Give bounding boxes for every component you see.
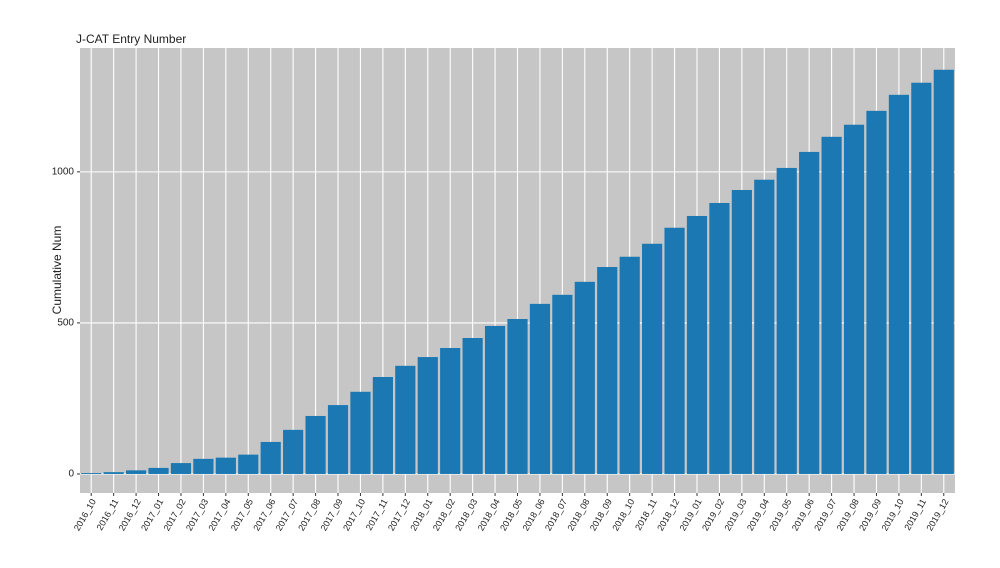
- bar: [754, 179, 775, 474]
- bar: [170, 463, 192, 474]
- y-tick-label: 500: [57, 318, 74, 329]
- bar: [238, 454, 259, 474]
- bar: [417, 357, 438, 474]
- bar: [462, 338, 483, 474]
- bar: [215, 457, 236, 474]
- y-tick-label: 0: [68, 469, 74, 480]
- bar: [888, 94, 910, 474]
- bar: [574, 281, 595, 474]
- bar: [642, 243, 663, 474]
- bar: [125, 470, 147, 474]
- bar: [911, 82, 932, 474]
- bar: [821, 136, 842, 474]
- bar: [664, 227, 685, 474]
- bar: [283, 429, 304, 474]
- bar: [440, 347, 461, 474]
- bar: [395, 365, 416, 474]
- bar: [843, 124, 865, 474]
- bar: [529, 303, 551, 474]
- bar: [776, 167, 797, 474]
- bar: [484, 325, 506, 474]
- y-tick-label: 1000: [52, 167, 75, 178]
- bar: [507, 318, 528, 474]
- bar: [709, 202, 730, 474]
- chart-title: J-CAT Entry Number: [76, 32, 186, 46]
- bar: [686, 215, 708, 474]
- bar: [597, 267, 618, 474]
- y-axis-label: Cumulative Num: [50, 226, 64, 315]
- bar: [350, 391, 371, 474]
- bar: [372, 376, 393, 474]
- bar: [552, 294, 573, 474]
- bar: [81, 473, 102, 474]
- bar: [619, 256, 640, 474]
- bar: [731, 189, 752, 474]
- bar: [260, 441, 281, 474]
- bar: [103, 472, 124, 474]
- bar: [305, 415, 326, 474]
- bar: [799, 151, 820, 474]
- bar: [933, 69, 954, 474]
- bar: [327, 405, 349, 474]
- bar: [148, 467, 169, 474]
- x-tick-label: 2019_12: [924, 497, 950, 532]
- bar: [193, 458, 214, 474]
- bar: [866, 110, 887, 474]
